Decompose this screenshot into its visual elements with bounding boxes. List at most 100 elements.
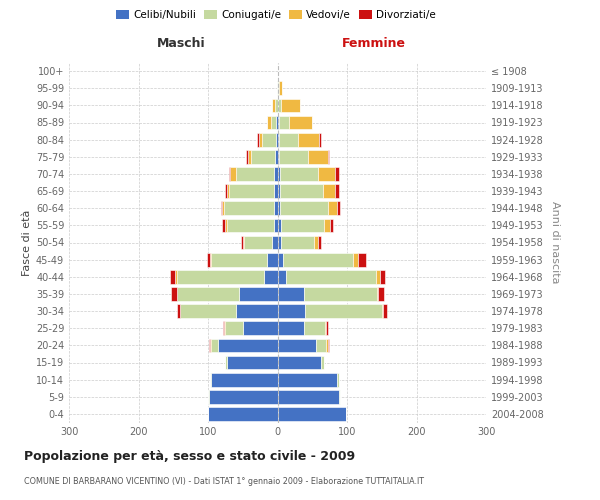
- Bar: [358, 253, 367, 266]
- Bar: [277, 236, 281, 250]
- Text: COMUNE DI BARBARANO VICENTINO (VI) - Dati ISTAT 1° gennaio 2009 - Elaborazione T: COMUNE DI BARBARANO VICENTINO (VI) - Dat…: [24, 478, 424, 486]
- Bar: [210, 253, 211, 266]
- Bar: [328, 202, 337, 215]
- Bar: [277, 98, 281, 112]
- Bar: [280, 184, 323, 198]
- Bar: [281, 218, 324, 232]
- Bar: [274, 202, 277, 215]
- Bar: [274, 218, 277, 232]
- Bar: [267, 116, 271, 130]
- Bar: [326, 338, 328, 352]
- Bar: [277, 338, 316, 352]
- Bar: [239, 287, 277, 301]
- Bar: [329, 218, 333, 232]
- Bar: [304, 287, 377, 301]
- Bar: [337, 373, 338, 386]
- Bar: [277, 116, 279, 130]
- Bar: [243, 236, 244, 250]
- Bar: [277, 390, 338, 404]
- Bar: [353, 253, 358, 266]
- Bar: [283, 253, 353, 266]
- Bar: [276, 133, 277, 146]
- Bar: [211, 253, 267, 266]
- Bar: [236, 304, 277, 318]
- Bar: [277, 356, 320, 370]
- Bar: [175, 270, 177, 283]
- Bar: [277, 287, 304, 301]
- Bar: [277, 167, 280, 181]
- Bar: [224, 322, 226, 335]
- Bar: [286, 270, 376, 283]
- Bar: [326, 322, 328, 335]
- Bar: [277, 373, 337, 386]
- Bar: [275, 150, 277, 164]
- Bar: [177, 287, 239, 301]
- Bar: [224, 202, 274, 215]
- Bar: [226, 218, 227, 232]
- Bar: [378, 287, 384, 301]
- Bar: [206, 253, 210, 266]
- Bar: [262, 133, 276, 146]
- Bar: [277, 82, 279, 95]
- Bar: [281, 236, 314, 250]
- Bar: [279, 116, 289, 130]
- Bar: [324, 218, 329, 232]
- Bar: [277, 270, 286, 283]
- Bar: [211, 338, 218, 352]
- Bar: [243, 322, 277, 335]
- Bar: [277, 304, 305, 318]
- Bar: [208, 390, 209, 404]
- Bar: [277, 253, 283, 266]
- Bar: [279, 82, 283, 95]
- Y-axis label: Fasce di età: Fasce di età: [22, 210, 32, 276]
- Bar: [241, 236, 243, 250]
- Bar: [277, 202, 280, 215]
- Bar: [230, 167, 236, 181]
- Bar: [227, 184, 229, 198]
- Text: Popolazione per età, sesso e stato civile - 2009: Popolazione per età, sesso e stato civil…: [24, 450, 355, 463]
- Bar: [305, 304, 382, 318]
- Bar: [171, 287, 177, 301]
- Bar: [221, 202, 222, 215]
- Bar: [277, 218, 281, 232]
- Bar: [244, 236, 272, 250]
- Bar: [263, 270, 277, 283]
- Bar: [272, 98, 275, 112]
- Bar: [325, 322, 326, 335]
- Bar: [222, 202, 224, 215]
- Bar: [208, 407, 277, 421]
- Bar: [323, 184, 335, 198]
- Bar: [272, 236, 277, 250]
- Bar: [177, 304, 180, 318]
- Bar: [251, 150, 275, 164]
- Bar: [222, 218, 226, 232]
- Bar: [177, 270, 263, 283]
- Bar: [271, 116, 276, 130]
- Bar: [227, 218, 274, 232]
- Bar: [248, 150, 251, 164]
- Bar: [337, 202, 340, 215]
- Bar: [218, 338, 277, 352]
- Text: Maschi: Maschi: [157, 37, 206, 50]
- Bar: [280, 202, 328, 215]
- Bar: [277, 407, 346, 421]
- Bar: [320, 356, 324, 370]
- Text: Femmine: Femmine: [341, 37, 406, 50]
- Bar: [289, 116, 311, 130]
- Bar: [246, 150, 248, 164]
- Bar: [267, 253, 277, 266]
- Bar: [274, 167, 277, 181]
- Bar: [335, 184, 338, 198]
- Bar: [229, 167, 230, 181]
- Bar: [275, 98, 277, 112]
- Bar: [335, 167, 338, 181]
- Bar: [328, 150, 329, 164]
- Bar: [279, 133, 298, 146]
- Bar: [298, 133, 319, 146]
- Bar: [223, 322, 224, 335]
- Bar: [226, 356, 227, 370]
- Bar: [180, 304, 236, 318]
- Bar: [380, 270, 385, 283]
- Bar: [318, 167, 335, 181]
- Bar: [209, 390, 277, 404]
